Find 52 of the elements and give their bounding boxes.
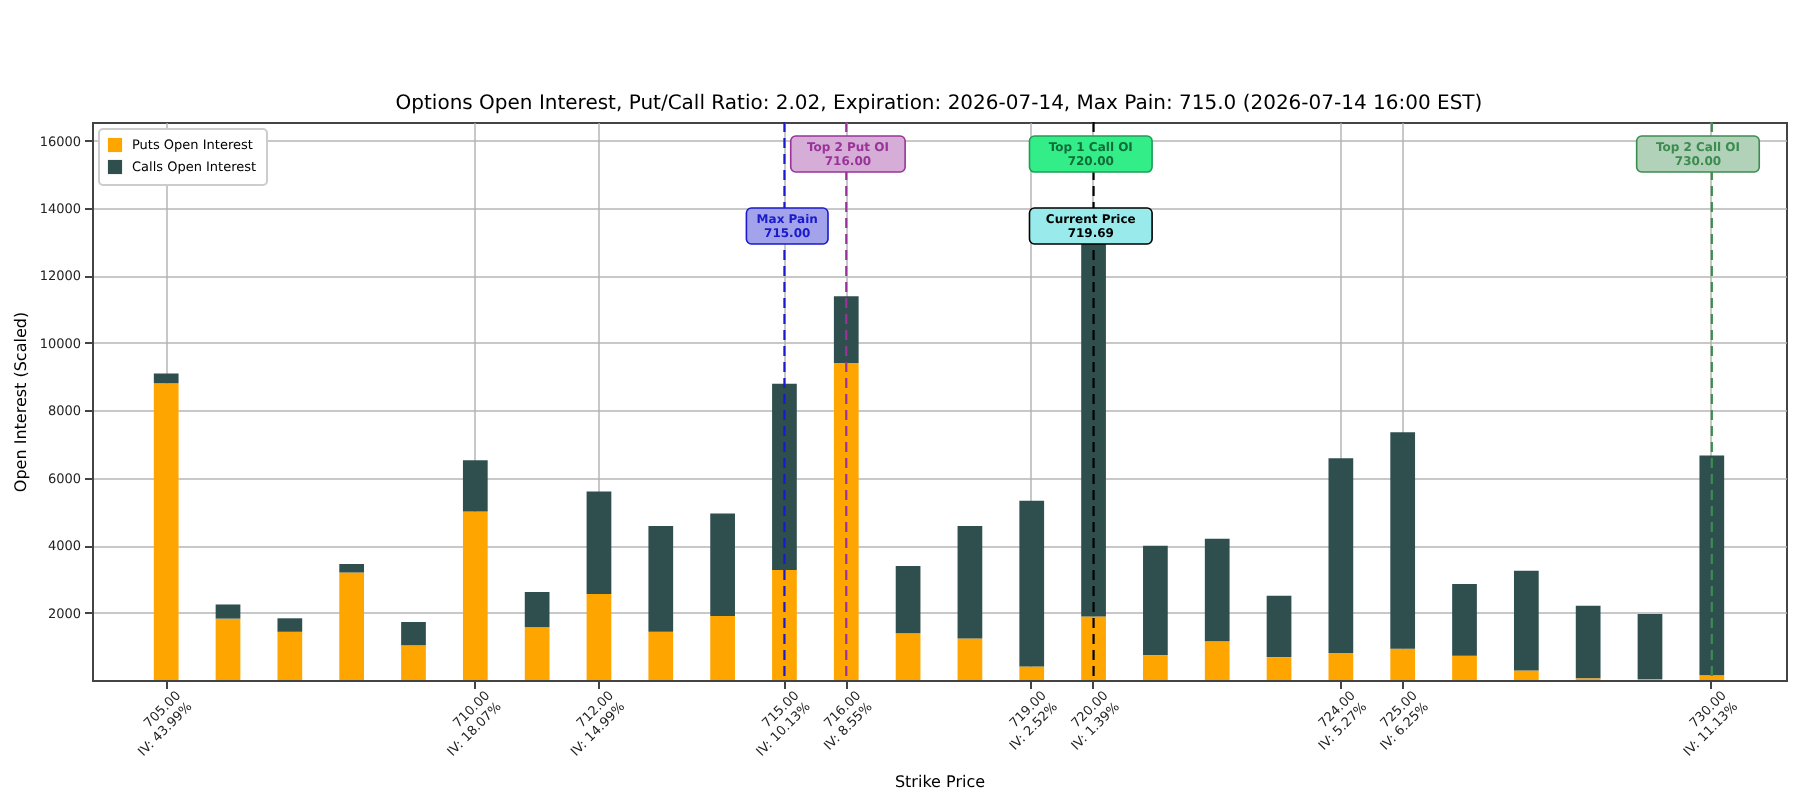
bar: [462, 460, 488, 512]
bar: [648, 525, 674, 632]
bar: [401, 645, 426, 680]
bar: [1143, 545, 1168, 656]
bar: [524, 592, 550, 628]
bar: [1452, 583, 1477, 656]
x-axis-title: Strike Price: [894, 773, 986, 791]
bar: [586, 491, 612, 595]
bar: [462, 511, 488, 680]
bar: [1266, 657, 1292, 680]
bar: [215, 604, 241, 619]
bar: [895, 633, 921, 680]
bar: [153, 373, 179, 384]
bar: [1143, 655, 1168, 680]
bar: [1699, 455, 1725, 676]
bar: [772, 383, 797, 571]
bar: [277, 618, 303, 632]
bar: [153, 383, 179, 680]
bar: [648, 631, 674, 680]
bar: [1390, 432, 1416, 649]
bar: [710, 615, 735, 680]
bar: [1575, 605, 1601, 679]
bar: [339, 572, 365, 680]
bar: [957, 638, 983, 680]
bar: [1637, 613, 1663, 679]
bar: [1328, 653, 1354, 680]
bar: [1081, 240, 1106, 617]
bar: [1390, 648, 1416, 680]
bar: [524, 627, 550, 680]
bar: [1328, 458, 1354, 654]
bar: [1513, 670, 1539, 680]
bar: [1266, 595, 1292, 658]
bar: [772, 570, 797, 680]
bar: [215, 618, 241, 680]
bar: [1081, 616, 1106, 680]
bar: [895, 566, 921, 634]
bar: [401, 622, 426, 646]
bar: [339, 564, 365, 573]
bar: [1513, 570, 1539, 671]
bar: [1019, 666, 1045, 680]
bar: [1204, 538, 1230, 642]
bar: [710, 513, 735, 616]
y-axis-title: Open Interest (Scaled): [11, 311, 30, 493]
bar: [1452, 655, 1477, 680]
bar: [1204, 641, 1230, 680]
bar: [957, 525, 983, 639]
bar: [277, 631, 303, 680]
bar: [833, 363, 859, 680]
bar: [586, 594, 612, 680]
bar: [833, 296, 859, 364]
bar: [1019, 500, 1045, 667]
chart-title: Options Open Interest, Put/Call Ratio: 2.02, Expiration: 2026-07-14, Max Pain: 715.0 (2026-07-14 16:00 EST): [395, 92, 1483, 115]
